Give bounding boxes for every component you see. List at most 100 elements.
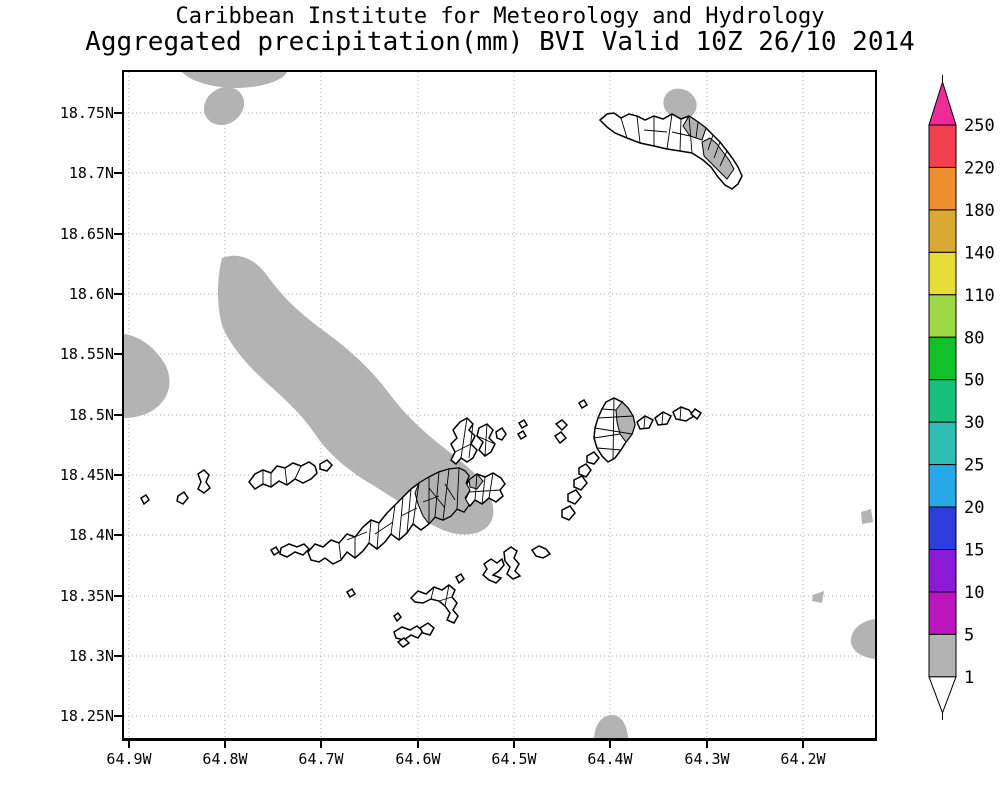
colorbar-label: 10 [964, 583, 984, 603]
vg-west-cay-2 [555, 432, 566, 443]
y-axis-label: 18.7N [56, 164, 114, 182]
y-axis-tick [114, 595, 122, 597]
precip-map-page: { "chart_data": { "type": "map", "title"… [0, 0, 1000, 800]
x-axis-label: 64.3W [671, 750, 743, 768]
colorbar-over-arrow [929, 82, 956, 125]
colorbar-segment [929, 634, 956, 676]
y-axis-tick [114, 293, 122, 295]
colorbar-label: 15 [964, 541, 984, 561]
vg-north-cay [579, 400, 587, 408]
west-cay-3 [141, 495, 149, 504]
colorbar-label: 110 [964, 286, 995, 306]
vg-south-chain-1 [587, 452, 599, 464]
x-axis-tick [609, 740, 611, 748]
x-axis-tick [320, 740, 322, 748]
x-axis-label: 64.9W [93, 750, 165, 768]
precip-blob-left-edge [124, 334, 169, 418]
thatch-cay [271, 547, 279, 555]
colorbar-segment [929, 295, 956, 337]
colorbar-segment [929, 167, 956, 209]
map-plot-area [122, 70, 877, 741]
south-cluster-1 [394, 626, 423, 640]
colorbar-label: 1 [964, 668, 974, 688]
x-axis-label: 64.4W [574, 750, 646, 768]
colorbar-label: 50 [964, 371, 984, 391]
peter-island-east [504, 547, 520, 579]
precip-blob-right-triangle [812, 591, 824, 603]
little-jost-van-dyke [320, 460, 332, 471]
vg-south-chain-2 [579, 464, 591, 477]
norman-cay [394, 613, 401, 621]
y-axis-label: 18.4N [56, 526, 114, 544]
x-axis-label: 64.7W [285, 750, 357, 768]
colorbar-segment [929, 252, 956, 294]
colorbar-label: 140 [964, 243, 995, 263]
colorbar-segment [929, 125, 956, 167]
guana-camanoe-island-3 [496, 428, 506, 440]
colorbar-label: 30 [964, 413, 984, 433]
y-axis-label: 18.65N [56, 225, 114, 243]
colorbar-label: 5 [964, 625, 974, 645]
x-axis-label: 64.6W [382, 750, 454, 768]
vg-south-chain-3 [574, 476, 587, 490]
colorbar-under-arrow [929, 677, 956, 713]
y-axis-tick [114, 655, 122, 657]
mid-cay-2 [518, 431, 526, 439]
y-axis-label: 18.6N [56, 285, 114, 303]
x-axis-label: 64.8W [189, 750, 261, 768]
dot-cay-1 [456, 574, 464, 583]
y-axis-tick [114, 353, 122, 355]
precip-blob-right-edge [851, 619, 875, 659]
colorbar-segment [929, 422, 956, 464]
colorbar-segment [929, 465, 956, 507]
mid-cay-1 [519, 420, 527, 428]
x-axis-tick [513, 740, 515, 748]
vg-west-cay-1 [556, 420, 567, 430]
y-axis-label: 18.3N [56, 647, 114, 665]
precip-blob-top-edge [182, 72, 287, 88]
vg-south-chain-4 [568, 490, 581, 504]
jost-van-dyke-island [249, 462, 317, 489]
x-axis-label: 64.5W [478, 750, 550, 768]
great-thatch-island [280, 544, 309, 557]
x-axis-tick [128, 740, 130, 748]
x-axis-tick [224, 740, 226, 748]
y-axis-label: 18.35N [56, 587, 114, 605]
y-axis-label: 18.55N [56, 345, 114, 363]
colorbar-segment [929, 337, 956, 379]
y-axis-tick [114, 112, 122, 114]
peter-island-west [483, 559, 504, 583]
west-cay-1 [198, 470, 210, 493]
colorbar-segment [929, 550, 956, 592]
colorbar-segment [929, 210, 956, 252]
colorbar-label: 220 [964, 158, 995, 178]
colorbar-label: 250 [964, 116, 995, 136]
x-axis-tick [802, 740, 804, 748]
colorbar-label: 25 [964, 456, 984, 476]
map-canvas [124, 72, 875, 738]
x-axis-tick [706, 740, 708, 748]
x-axis-label: 64.2W [767, 750, 839, 768]
page-title: Caribbean Institute for Meteorology and … [0, 4, 1000, 29]
y-axis-tick [114, 474, 122, 476]
colorbar-label: 20 [964, 498, 984, 518]
west-cay-2 [177, 492, 188, 504]
y-axis-tick [114, 534, 122, 536]
salt-island-cay [532, 546, 550, 558]
y-axis-tick [114, 414, 122, 416]
y-axis-label: 18.25N [56, 707, 114, 725]
y-axis-tick [114, 172, 122, 174]
y-axis-label: 18.5N [56, 406, 114, 424]
y-axis-label: 18.45N [56, 466, 114, 484]
vg-south-chain-5 [562, 506, 575, 520]
colorbar-label: 180 [964, 201, 995, 221]
precip-blob-bottom-edge [594, 715, 628, 738]
precip-colorbar: 1510152025305080110140180220250 [926, 72, 1000, 732]
y-axis-tick [114, 233, 122, 235]
y-axis-label: 18.75N [56, 104, 114, 122]
precip-blob-right-small [861, 509, 873, 524]
colorbar-segment [929, 592, 956, 634]
colorbar-segment [929, 507, 956, 549]
colorbar-label: 80 [964, 328, 984, 348]
colorbar-segment [929, 380, 956, 422]
